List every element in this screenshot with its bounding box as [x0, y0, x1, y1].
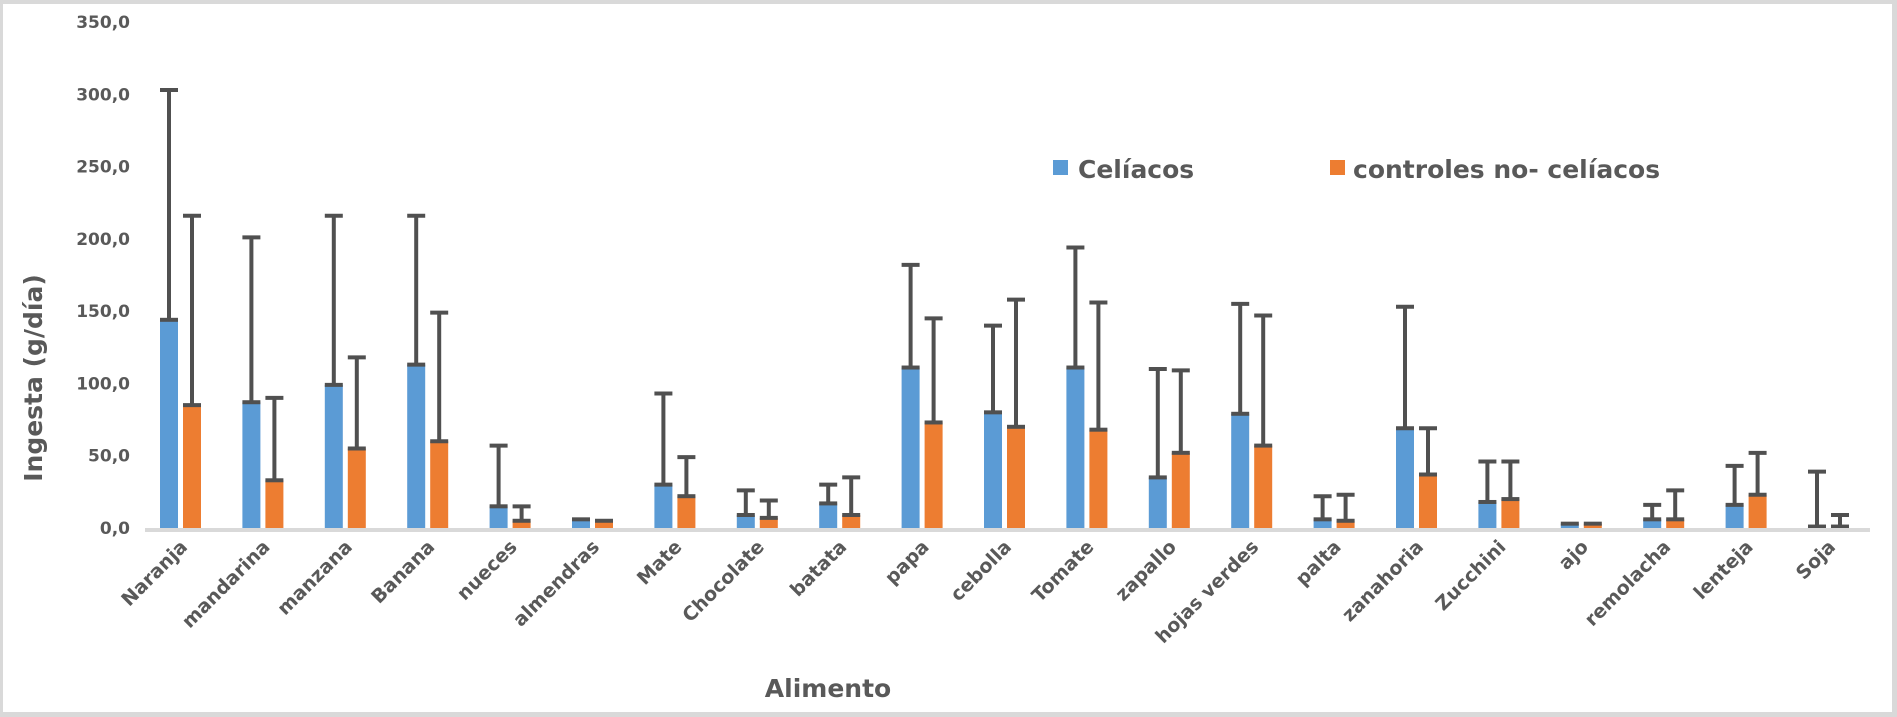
- bar-controles[interactable]: [924, 422, 943, 528]
- bar-celiacos[interactable]: [1643, 519, 1662, 528]
- x-tick-label: Chocolate: [678, 536, 769, 627]
- error-bar-base-cap: [595, 518, 613, 523]
- legend-swatch-controles: [1330, 160, 1345, 175]
- bar-celiacos[interactable]: [1313, 519, 1332, 528]
- bar-controles[interactable]: [759, 517, 778, 528]
- x-tick-label: zanahoria: [1338, 536, 1428, 626]
- bar-controles[interactable]: [1748, 494, 1767, 528]
- y-axis-title: Ingesta (g/día): [19, 274, 48, 482]
- error-bar-base-cap: [572, 517, 590, 522]
- x-tick-label: Banana: [367, 536, 439, 608]
- bar-controles[interactable]: [1007, 426, 1025, 528]
- legend-item-controles[interactable]: controles no- celíacos: [1330, 155, 1660, 184]
- legend-label-controles: controles no- celíacos: [1353, 155, 1660, 184]
- legend-item-celiacos[interactable]: Celíacos: [1053, 155, 1194, 184]
- x-tick-label: almendras: [509, 536, 604, 631]
- y-axis-ticks: 0,0 50,0 100,0 150,0 200,0 250,0 300,0 350,0: [76, 13, 130, 539]
- y-tick-label: 50,0: [88, 447, 130, 467]
- x-axis-title: Alimento: [765, 674, 891, 703]
- bar-controles[interactable]: [677, 496, 696, 528]
- bar-celiacos[interactable]: [407, 364, 426, 528]
- bar-celiacos[interactable]: [324, 384, 343, 528]
- bar-controles[interactable]: [1089, 429, 1108, 528]
- y-tick-label: 300,0: [76, 85, 130, 105]
- x-tick-label: palta: [1291, 536, 1345, 590]
- x-tick-label: Soja: [1792, 536, 1840, 584]
- bar-celiacos[interactable]: [984, 412, 1002, 528]
- x-tick-label: Naranja: [117, 536, 192, 611]
- x-tick-label: nueces: [453, 536, 522, 605]
- x-tick-label: lenteja: [1690, 536, 1758, 604]
- bar-celiacos[interactable]: [1066, 367, 1085, 528]
- y-tick-label: 200,0: [76, 230, 130, 250]
- bar-celiacos[interactable]: [901, 367, 920, 528]
- bar-controles[interactable]: [595, 520, 613, 528]
- x-tick-label: papa: [881, 536, 934, 589]
- x-tick-label: cebolla: [946, 536, 1016, 606]
- bar-controles[interactable]: [1666, 519, 1685, 528]
- x-tick-label: remolacha: [1580, 536, 1675, 631]
- legend-label-celiacos: Celíacos: [1078, 155, 1194, 184]
- bar-celiacos[interactable]: [1231, 413, 1250, 528]
- bar-celiacos[interactable]: [1396, 428, 1414, 528]
- bar-controles[interactable]: [1419, 474, 1437, 528]
- error-bar-base-cap: [1560, 521, 1579, 526]
- bar-celiacos[interactable]: [1478, 501, 1497, 528]
- bar-controles[interactable]: [265, 480, 284, 528]
- x-tick-label: Zucchini: [1431, 536, 1510, 615]
- bar-celiacos[interactable]: [160, 319, 178, 528]
- x-tick-label: Mate: [633, 536, 687, 590]
- bar-celiacos[interactable]: [1148, 477, 1167, 528]
- legend: Celíacos controles no- celíacos: [1053, 155, 1660, 184]
- y-tick-label: 350,0: [76, 13, 130, 33]
- error-bar-base-cap: [1583, 521, 1602, 526]
- error-bars: [160, 87, 1849, 529]
- bar-controles[interactable]: [1254, 445, 1273, 528]
- x-tick-label: mandarina: [178, 536, 275, 633]
- bar-celiacos[interactable]: [654, 484, 673, 528]
- bar-celiacos[interactable]: [1725, 504, 1744, 528]
- bar-controles[interactable]: [430, 441, 449, 528]
- bar-controles[interactable]: [1583, 523, 1602, 528]
- bar-celiacos[interactable]: [1560, 523, 1579, 528]
- bar-celiacos[interactable]: [242, 402, 261, 528]
- x-tick-label: Tomate: [1028, 536, 1099, 607]
- bar-celiacos[interactable]: [819, 503, 838, 528]
- bar-controles[interactable]: [512, 520, 531, 528]
- bar-celiacos[interactable]: [736, 514, 755, 528]
- x-tick-label: manzana: [273, 536, 357, 620]
- y-tick-label: 150,0: [76, 302, 130, 322]
- x-tick-label: zapallo: [1111, 536, 1181, 606]
- y-tick-label: 100,0: [76, 374, 130, 394]
- x-tick-label: ajo: [1554, 536, 1592, 574]
- bar-controles[interactable]: [347, 448, 366, 528]
- bar-celiacos[interactable]: [572, 519, 590, 528]
- y-tick-label: 0,0: [100, 519, 130, 539]
- bar-controles[interactable]: [842, 514, 861, 528]
- y-tick-label: 250,0: [76, 158, 130, 178]
- bar-controles[interactable]: [1171, 452, 1190, 528]
- bar-controles[interactable]: [1336, 520, 1355, 528]
- bar-controles[interactable]: [183, 405, 201, 528]
- bars: [160, 319, 1849, 528]
- bar-controles[interactable]: [1501, 499, 1520, 528]
- x-tick-label: batata: [786, 536, 851, 601]
- bar-celiacos[interactable]: [489, 506, 508, 528]
- legend-swatch-celiacos: [1053, 160, 1068, 175]
